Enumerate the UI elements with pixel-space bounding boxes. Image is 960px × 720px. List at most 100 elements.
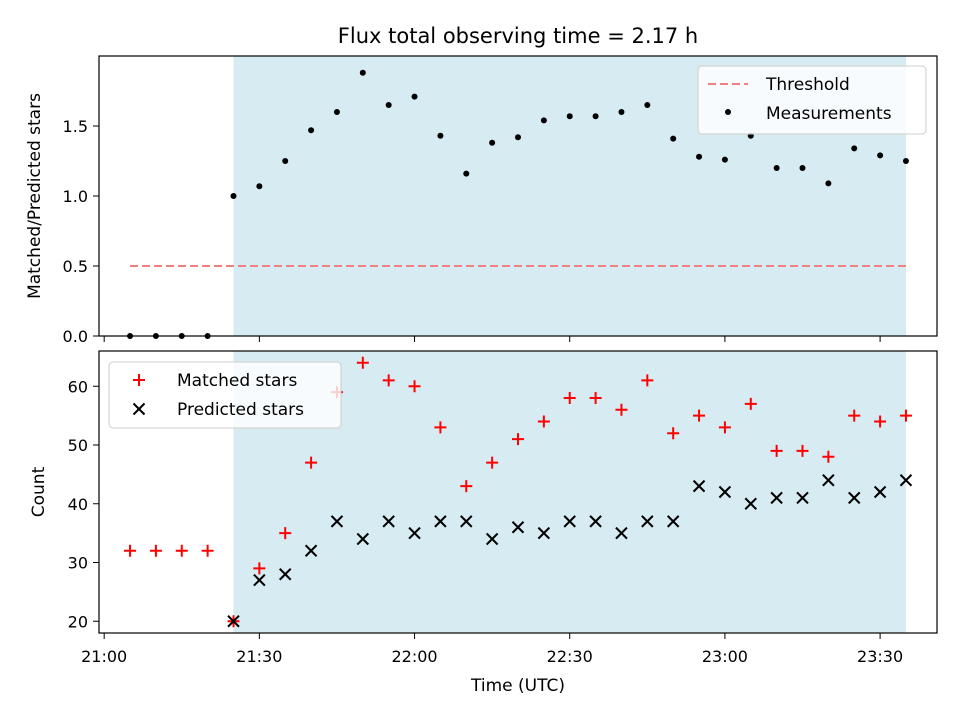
predicted-star-point bbox=[382, 515, 395, 528]
matched-star-point bbox=[486, 456, 499, 469]
matched-star-point bbox=[848, 409, 861, 422]
predicted-star-point bbox=[615, 526, 628, 540]
legend-predicted-label: Predicted stars bbox=[177, 400, 304, 420]
top-axes-frame bbox=[98, 55, 938, 337]
predicted-star-point bbox=[511, 521, 525, 534]
legend-measurements-label: Measurements bbox=[766, 104, 892, 124]
measurement-point bbox=[308, 127, 315, 134]
measurement-point bbox=[877, 152, 884, 159]
x-tick-label: 21:00 bbox=[81, 647, 127, 666]
measurement-point bbox=[902, 158, 909, 164]
measurement-point bbox=[489, 139, 496, 146]
measurement-point bbox=[256, 183, 263, 190]
matched-star-point bbox=[899, 409, 912, 422]
predicted-star-point bbox=[434, 515, 447, 528]
bottom-y-tick-label: 20 bbox=[68, 612, 88, 631]
measurement-point bbox=[333, 109, 340, 115]
matched-star-point bbox=[434, 421, 447, 434]
top-y-tick-label: 0.5 bbox=[63, 257, 88, 276]
predicted-star-point bbox=[304, 544, 318, 557]
predicted-star-point bbox=[692, 479, 706, 493]
bottom-subplot: 20 30 40 50 60 21:00 21:30 22:00 22:30 23:00 23:3… bbox=[29, 350, 938, 696]
predicted-star-point bbox=[718, 485, 732, 499]
x-tick-label: 22:30 bbox=[547, 647, 593, 666]
legend-predicted-swatch bbox=[132, 402, 146, 416]
x-axis-label: Time (UTC) bbox=[470, 676, 565, 696]
matched-star-point bbox=[356, 356, 369, 369]
measurement-point bbox=[463, 170, 470, 177]
measurement-point bbox=[644, 102, 651, 108]
measurement-point bbox=[592, 113, 599, 120]
bottom-y-tick-label: 40 bbox=[68, 495, 88, 514]
predicted-star-point bbox=[873, 485, 887, 499]
measurement-point bbox=[385, 102, 392, 108]
bottom-y-tick-label: 60 bbox=[68, 377, 88, 396]
predicted-star-point bbox=[227, 615, 240, 628]
predicted-star-point bbox=[330, 515, 344, 528]
measurement-point bbox=[799, 165, 806, 171]
top-y-tick-label: 1.0 bbox=[63, 187, 88, 206]
matched-star-point bbox=[796, 444, 809, 457]
matched-star-point bbox=[822, 450, 835, 463]
matched-star-point bbox=[744, 397, 757, 410]
bottom-y-tick-label: 50 bbox=[68, 436, 88, 455]
measurement-point bbox=[721, 156, 728, 163]
legend-threshold-label: Threshold bbox=[765, 75, 850, 95]
measurement-point bbox=[566, 113, 573, 120]
matched-star-point bbox=[253, 562, 266, 575]
legend-measurements-swatch bbox=[725, 109, 731, 115]
predicted-star-point bbox=[666, 515, 680, 528]
measurement-point bbox=[230, 193, 237, 199]
x-tick-label: 21:30 bbox=[236, 647, 282, 666]
predicted-star-point bbox=[641, 515, 654, 528]
predicted-star-point bbox=[822, 474, 835, 487]
top-subplot: 0.0 0.5 1.0 1.5 Matched/Predicted stars Thr… bbox=[25, 55, 938, 346]
predicted-star-point bbox=[589, 515, 602, 528]
matched-star-point bbox=[718, 421, 731, 434]
measurement-point bbox=[282, 158, 289, 164]
measurement-point bbox=[411, 93, 418, 100]
bottom-y-tick-label: 30 bbox=[68, 554, 88, 573]
matched-star-point bbox=[770, 444, 783, 457]
measurement-point bbox=[437, 132, 444, 139]
predicted-star-point bbox=[537, 526, 551, 540]
top-y-tick-label: 0.0 bbox=[63, 327, 88, 346]
top-legend: Threshold Measurements bbox=[697, 65, 927, 135]
matched-star-point bbox=[512, 433, 524, 446]
matched-star-point bbox=[563, 392, 576, 404]
x-tick-label: 22:00 bbox=[391, 647, 437, 666]
predicted-star-point bbox=[356, 532, 370, 546]
measurement-point bbox=[515, 134, 521, 141]
bottom-legend: Matched stars Predicted stars bbox=[108, 361, 342, 429]
matched-star-point bbox=[667, 427, 680, 440]
predicted-star-point bbox=[408, 526, 421, 540]
matched-star-point bbox=[408, 380, 421, 393]
measurement-point bbox=[359, 69, 366, 76]
measurement-point bbox=[540, 117, 547, 124]
x-tick-label: 23:00 bbox=[702, 647, 748, 666]
matched-star-point bbox=[382, 374, 395, 387]
matched-star-point bbox=[874, 415, 887, 428]
bottom-axes-frame bbox=[98, 350, 938, 634]
measurement-point bbox=[670, 135, 677, 142]
matched-star-point bbox=[615, 403, 628, 416]
matched-star-point bbox=[641, 374, 654, 387]
measurement-point bbox=[851, 145, 858, 152]
bottom-y-axis-label: Count bbox=[29, 466, 49, 517]
legend-matched-label: Matched stars bbox=[177, 371, 297, 391]
chart-title: Flux total observing time = 2.17 h bbox=[338, 24, 698, 48]
predicted-star-point bbox=[460, 515, 473, 528]
x-tick-label: 23:30 bbox=[857, 647, 903, 666]
matched-star-point bbox=[175, 544, 188, 557]
matched-star-point bbox=[305, 456, 318, 469]
predicted-star-point bbox=[279, 568, 292, 581]
predicted-star-point bbox=[899, 474, 913, 487]
predicted-star-point bbox=[485, 532, 499, 546]
matched-star-point bbox=[537, 415, 550, 428]
top-y-tick-label: 1.5 bbox=[63, 117, 88, 136]
predicted-star-point bbox=[744, 497, 757, 510]
matched-star-point bbox=[693, 409, 706, 422]
matched-star-point bbox=[279, 527, 292, 540]
matched-star-point bbox=[201, 544, 214, 557]
